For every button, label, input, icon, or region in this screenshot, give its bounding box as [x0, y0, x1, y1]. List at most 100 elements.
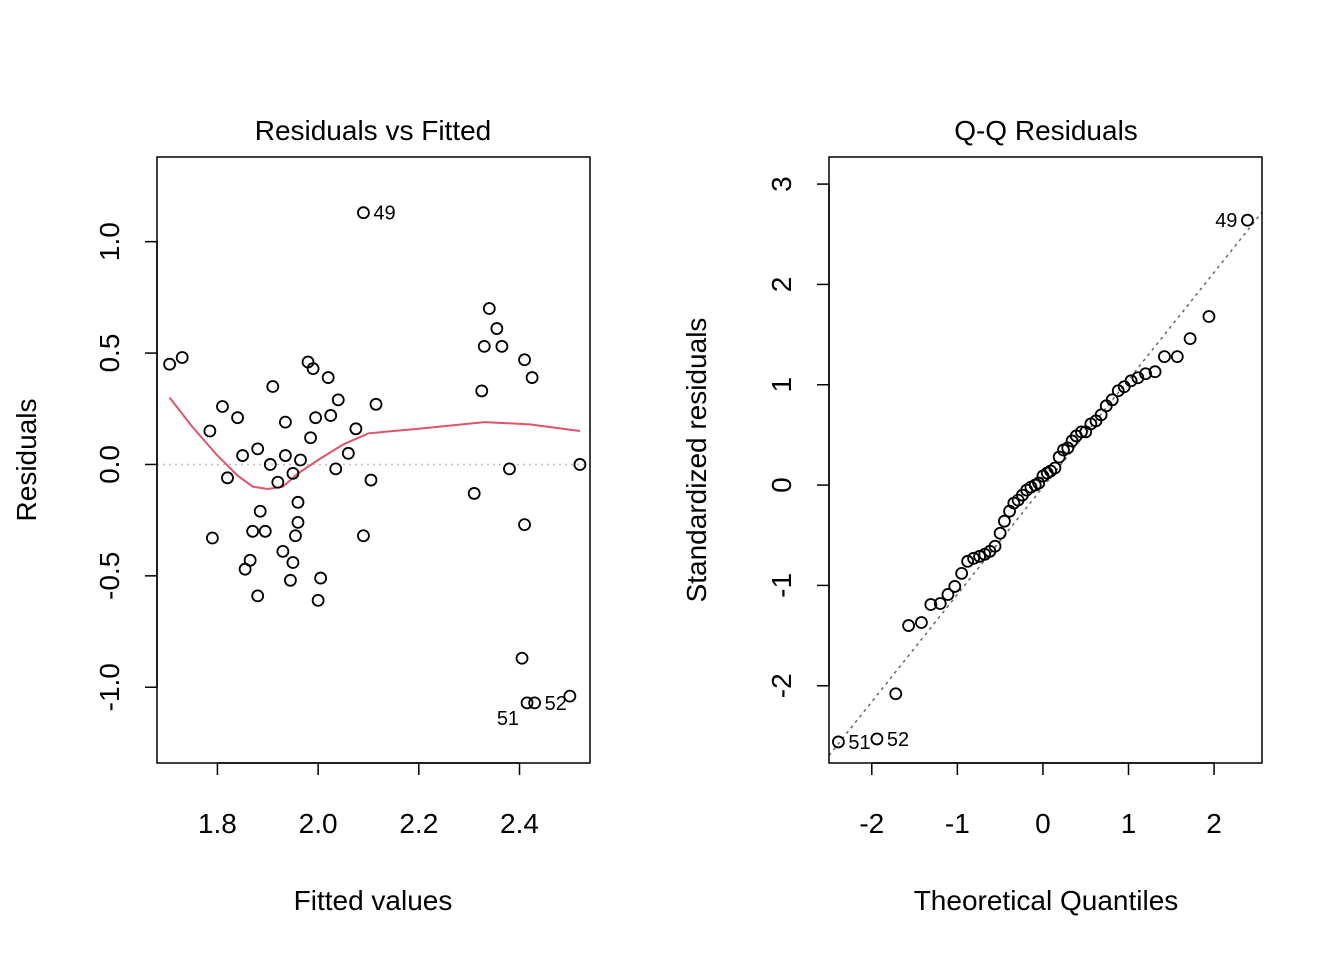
data-point: [941, 588, 955, 601]
data-point: [306, 362, 320, 376]
y-axis-label: Standardized residuals: [681, 318, 712, 603]
data-point: [528, 696, 542, 710]
point-label: 49: [1215, 210, 1237, 232]
data-point: [475, 384, 489, 398]
data-point: [915, 616, 928, 629]
data-point: [369, 397, 383, 411]
data-point: [1052, 450, 1066, 464]
y-tick-label: 1.0: [94, 222, 125, 261]
data-point: [998, 514, 1011, 528]
data-point: [1124, 374, 1138, 388]
data-point: [357, 529, 370, 543]
point-label: 49: [373, 203, 395, 225]
y-axis-label: Residuals: [11, 399, 42, 522]
y-tick-label: 0.0: [94, 445, 125, 484]
data-point: [1061, 441, 1075, 455]
data-point: [341, 446, 355, 460]
point-label: 51: [497, 708, 519, 730]
data-point: [467, 487, 481, 500]
data-point: [321, 371, 335, 384]
data-point: [482, 302, 496, 315]
data-point: [236, 449, 249, 462]
data-point: [266, 380, 280, 393]
data-point: [314, 571, 328, 585]
x-tick-label: 1.8: [198, 808, 237, 839]
data-point: [518, 353, 531, 367]
x-tick-label: -2: [859, 808, 884, 839]
data-point: [253, 504, 267, 518]
y-tick-label: 2: [766, 277, 797, 293]
y-tick-label: -0.5: [94, 552, 125, 600]
data-point: [175, 351, 189, 364]
chart-title: Q-Q Residuals: [954, 115, 1138, 146]
y-tick-label: 1: [766, 377, 797, 393]
data-point: [246, 524, 260, 538]
data-point: [1202, 310, 1216, 323]
data-point: [1241, 213, 1254, 227]
y-tick-label: -1.0: [94, 663, 125, 711]
data-point: [1131, 371, 1145, 385]
x-tick-label: 2.4: [500, 808, 539, 839]
data-point: [477, 339, 491, 353]
data-point: [329, 462, 343, 476]
data-point: [243, 553, 257, 567]
data-point: [289, 529, 302, 543]
data-point: [948, 580, 962, 593]
data-point: [291, 515, 305, 529]
data-point: [291, 495, 305, 509]
residuals-vs-fitted-panel: Residuals vs Fitted Fitted values Residu…: [11, 115, 591, 916]
data-point: [331, 393, 345, 407]
data-point: [1158, 350, 1171, 364]
data-point: [278, 449, 292, 462]
data-point: [324, 409, 338, 422]
data-point: [349, 422, 363, 436]
data-point: [286, 556, 300, 569]
data-point: [988, 539, 1002, 553]
data-point: [309, 411, 322, 425]
data-point: [216, 400, 229, 413]
x-axis-label: Fitted values: [294, 885, 453, 916]
data-point: [1105, 393, 1119, 407]
data-point: [286, 466, 300, 480]
data-point: [515, 651, 529, 665]
data-point: [357, 206, 370, 220]
y-tick-label: 3: [766, 176, 797, 192]
data-point: [294, 453, 307, 467]
data-point: [284, 573, 297, 587]
data-point: [251, 442, 265, 456]
point-label: 52: [887, 729, 909, 751]
point-label: 52: [545, 693, 567, 715]
data-point: [518, 518, 531, 532]
data-point: [902, 619, 915, 632]
data-point: [573, 458, 587, 471]
data-point: [520, 696, 534, 710]
y-tick-label: -1: [766, 573, 797, 598]
point-label: 51: [848, 732, 870, 754]
data-point: [1183, 332, 1197, 345]
data-point: [1075, 425, 1088, 439]
data-point: [1139, 367, 1153, 381]
data-point: [993, 526, 1007, 540]
qq-residuals-panel: Q-Q Residuals Theoretical Quantiles Stan…: [681, 115, 1263, 916]
data-point: [924, 598, 938, 611]
data-point: [961, 554, 975, 568]
data-point: [364, 473, 378, 487]
data-point: [258, 524, 272, 538]
data-point: [1032, 476, 1046, 490]
x-axis-label: Theoretical Quantiles: [914, 885, 1179, 916]
data-point: [163, 357, 176, 371]
data-point: [503, 462, 516, 476]
qq-reference-line: [829, 211, 1262, 756]
x-tick-label: 2: [1206, 808, 1222, 839]
data-point: [271, 475, 285, 489]
data-point: [278, 415, 292, 429]
data-point: [203, 424, 217, 438]
data-point: [933, 597, 947, 610]
data-point: [1048, 461, 1062, 475]
data-point: [495, 339, 509, 353]
data-point: [525, 371, 539, 384]
y-tick-label: 0: [766, 477, 797, 493]
data-point: [563, 689, 577, 703]
data-point: [889, 687, 903, 701]
